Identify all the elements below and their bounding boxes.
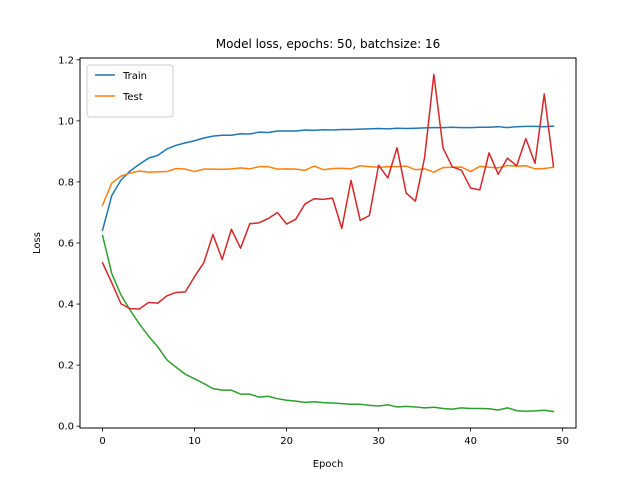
legend-box xyxy=(86,64,174,118)
x-axis-title: Epoch xyxy=(313,459,344,470)
x-tick-label: 30 xyxy=(372,436,385,447)
y-tick-label: 1.2 xyxy=(58,55,74,66)
y-tick-label: 0.6 xyxy=(58,239,74,250)
axis-ticks: 0 10 20 30 40 50 0.0 0.2 0.4 0.6 0.8 1.0 1.2 xyxy=(58,55,569,447)
x-tick-label: 20 xyxy=(280,436,293,447)
series-line-1 xyxy=(101,125,555,232)
y-tick-label: 0.8 xyxy=(58,177,74,188)
x-tick-label: 50 xyxy=(556,436,569,447)
legend-label: Test xyxy=(122,92,143,103)
y-tick-label: 0.0 xyxy=(58,422,74,433)
legend: Train Test xyxy=(86,64,174,118)
series-line-3 xyxy=(101,234,555,413)
x-tick-label: 10 xyxy=(188,436,201,447)
x-tick-label: 0 xyxy=(99,436,105,447)
chart-title: Model loss, epochs: 50, batchsize: 16 xyxy=(216,37,440,51)
y-axis-title: Loss xyxy=(32,232,43,254)
series-line-2 xyxy=(101,164,555,207)
legend-label: Train xyxy=(122,71,147,82)
y-tick-label: 0.2 xyxy=(58,361,74,372)
y-tick-label: 0.4 xyxy=(58,300,74,311)
plot-area xyxy=(101,73,555,413)
x-tick-label: 40 xyxy=(464,436,477,447)
series-line-4 xyxy=(101,73,555,310)
y-tick-label: 1.0 xyxy=(58,116,74,127)
